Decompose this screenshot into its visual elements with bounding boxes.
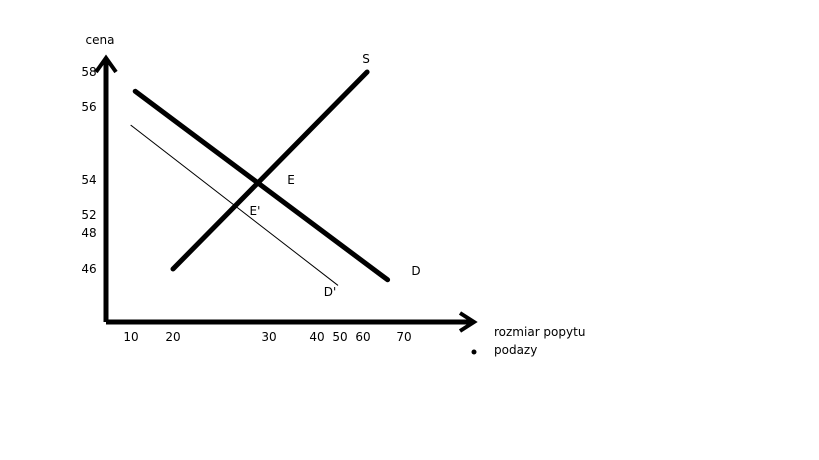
series-line-1: [132, 88, 391, 283]
x-tick-6: 70: [396, 330, 411, 344]
x-axis-title-line-0: rozmiar popytu: [494, 325, 585, 339]
axes: [94, 54, 478, 333]
point-label-0: E: [287, 173, 295, 187]
series-line-0: [170, 69, 370, 272]
x-tick-2: 30: [261, 330, 276, 344]
series-label-1: D: [411, 264, 420, 278]
y-axis-arrow: [94, 54, 118, 74]
legend-dot: [471, 349, 477, 355]
y-axis-title: cena: [86, 33, 115, 47]
y-tick-3: 52: [81, 208, 96, 222]
x-tick-1: 20: [165, 330, 180, 344]
series-label-0: S: [362, 52, 370, 66]
x-tick-5: 60: [355, 330, 370, 344]
y-tick-4: 48: [81, 226, 96, 240]
point-label-1: E': [250, 204, 261, 218]
series-line-2: [130, 124, 339, 286]
y-tick-1: 56: [81, 100, 96, 114]
x-tick-0: 10: [123, 330, 138, 344]
y-tick-0: 58: [81, 65, 96, 79]
y-tick-5: 46: [81, 262, 96, 276]
x-axis-arrow: [458, 311, 478, 333]
x-tick-3: 40: [309, 330, 324, 344]
series-label-2: D': [324, 285, 337, 299]
y-tick-2: 54: [81, 173, 96, 187]
x-tick-4: 50: [332, 330, 347, 344]
x-axis-title-line-1: podazy: [494, 343, 537, 357]
